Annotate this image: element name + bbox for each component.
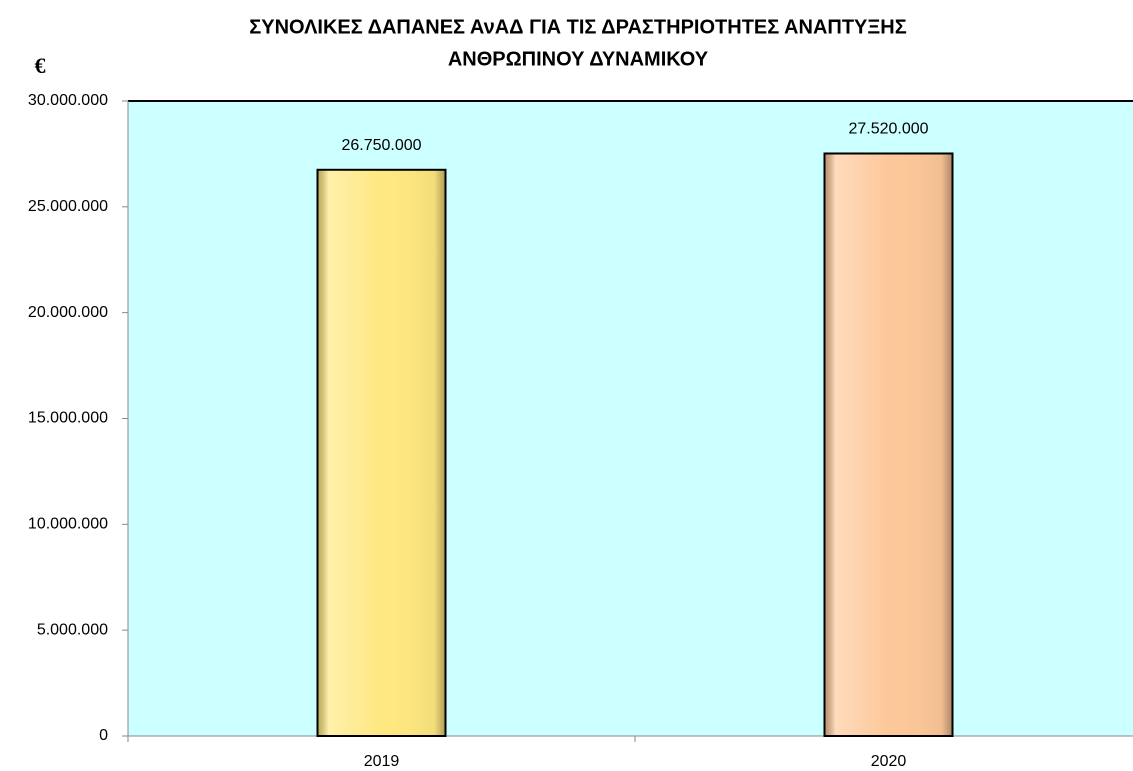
chart-title: ΑΝΘΡΩΠΙΝΟΥ ΔΥΝΑΜΙΚΟΥ — [448, 48, 709, 70]
y-tick-label: 10.000.000 — [28, 516, 108, 533]
y-tick-label: 30.000.000 — [28, 92, 108, 109]
bar-shade — [825, 154, 952, 735]
chart-title: ΣΥΝΟΛΙΚΕΣ ΔΑΠΑΝΕΣ ΑνΑΔ ΓΙΑ ΤΙΣ ΔΡΑΣΤΗΡΙΟ… — [249, 16, 906, 38]
value-label: 26.750.000 — [341, 137, 421, 154]
y-tick-label: 5.000.000 — [37, 621, 108, 638]
y-axis-label: € — [35, 53, 46, 78]
y-tick-label: 25.000.000 — [28, 198, 108, 215]
y-tick-label: 20.000.000 — [28, 304, 108, 321]
bar-shade — [318, 170, 445, 735]
value-label: 27.520.000 — [848, 121, 928, 138]
plot-area — [128, 101, 1133, 736]
x-tick-label: 2019 — [364, 753, 400, 770]
y-tick-label: 0 — [99, 727, 108, 744]
y-tick-label: 15.000.000 — [28, 410, 108, 427]
x-tick-label: 2020 — [871, 753, 907, 770]
